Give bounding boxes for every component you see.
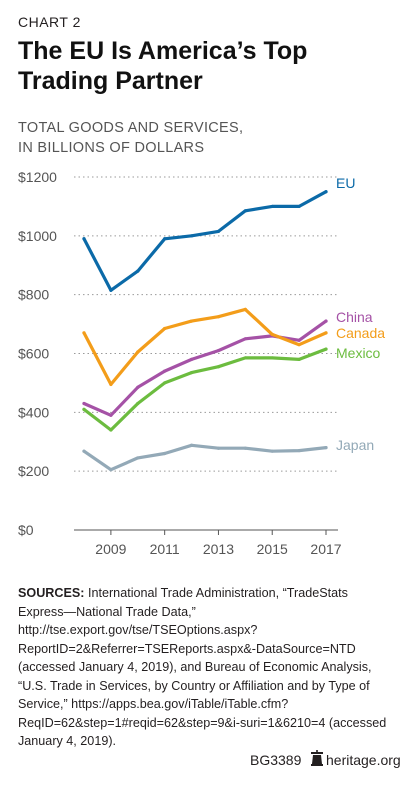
- data-point-canada: [189, 319, 194, 323]
- data-point-japan: [243, 446, 247, 450]
- x-tick-label: 2015: [257, 541, 288, 557]
- data-point-canada: [109, 382, 113, 386]
- chart-title-line2: Trading Partner: [18, 67, 203, 95]
- data-point-mexico: [297, 357, 301, 361]
- data-point-mexico: [163, 381, 167, 385]
- chart-title-line1: The EU Is America’s Top: [18, 37, 308, 65]
- data-point-china: [216, 348, 221, 353]
- data-point-japan: [136, 456, 140, 460]
- data-point-eu: [163, 237, 167, 241]
- y-tick-label: $1000: [18, 228, 57, 244]
- series-line-eu: [82, 190, 328, 292]
- series-lines: [82, 190, 328, 472]
- data-point-mexico: [324, 347, 328, 351]
- data-point-mexico: [189, 371, 194, 375]
- y-tick-label: $1200: [18, 169, 57, 185]
- x-axis-ticks: 2009 2011 2013 2015 2017: [95, 530, 342, 557]
- data-point-canada: [82, 331, 86, 335]
- chart-number: CHART 2: [18, 14, 81, 30]
- data-point-japan: [270, 449, 274, 453]
- x-tick-label: 2013: [203, 541, 234, 557]
- data-point-japan: [216, 446, 221, 450]
- y-tick-label: $600: [18, 346, 49, 362]
- data-point-japan: [324, 446, 328, 450]
- data-point-eu: [82, 237, 86, 241]
- sources-label: SOURCES:: [18, 586, 85, 600]
- series-line-canada: [82, 307, 328, 386]
- report-id: BG3389: [250, 752, 302, 768]
- data-point-china: [243, 337, 247, 341]
- data-point-japan: [297, 448, 301, 453]
- data-point-canada: [136, 350, 140, 354]
- data-point-china: [163, 369, 167, 373]
- series-line-mexico: [82, 347, 328, 432]
- y-axis-ticks: $0 $200 $400 $600 $800 $1000 $1200: [18, 169, 57, 538]
- data-point-canada: [270, 332, 274, 336]
- data-point-eu: [136, 269, 140, 273]
- data-point-japan: [189, 443, 194, 447]
- site-name: heritage.org: [326, 752, 400, 768]
- series-line-japan: [82, 443, 328, 472]
- data-point-mexico: [136, 401, 140, 406]
- data-point-canada: [243, 307, 247, 311]
- x-tick-label: 2009: [95, 541, 126, 557]
- sources-text: International Trade Administration, “Tra…: [18, 586, 387, 748]
- data-point-china: [324, 319, 328, 323]
- series-label-china: China: [336, 309, 373, 325]
- data-point-mexico: [109, 428, 113, 432]
- x-tick-label: 2017: [310, 541, 341, 557]
- data-point-japan: [109, 468, 113, 472]
- chart-title: The EU Is America’s Top Trading Partner: [18, 36, 388, 96]
- data-point-japan: [163, 451, 167, 456]
- data-point-china: [136, 385, 140, 389]
- data-point-eu: [243, 209, 247, 213]
- y-tick-label: $200: [18, 463, 49, 479]
- data-point-canada: [297, 343, 301, 347]
- y-tick-label: $800: [18, 287, 49, 303]
- y-tick-label: $0: [18, 522, 34, 538]
- data-point-china: [297, 338, 301, 342]
- series-label-mexico: Mexico: [336, 345, 381, 361]
- data-point-mexico: [270, 356, 274, 360]
- x-tick-label: 2011: [150, 541, 180, 557]
- data-point-mexico: [216, 365, 221, 369]
- data-point-canada: [163, 326, 167, 331]
- data-point-eu: [270, 204, 274, 209]
- y-axis-title: TOTAL GOODS AND SERVICES, IN BILLIONS OF…: [18, 118, 378, 158]
- y-tick-label: $400: [18, 404, 49, 420]
- y-axis-title-line1: TOTAL GOODS AND SERVICES,: [18, 120, 244, 136]
- data-point-mexico: [82, 407, 86, 411]
- series-label-canada: Canada: [336, 325, 385, 341]
- data-point-eu: [297, 204, 301, 209]
- data-point-canada: [324, 331, 328, 335]
- series-label-japan: Japan: [336, 437, 374, 453]
- data-point-china: [189, 357, 194, 361]
- heritage-bell-icon: [311, 750, 323, 766]
- series-label-eu: EU: [336, 175, 355, 191]
- data-point-eu: [189, 234, 194, 238]
- data-point-japan: [82, 449, 86, 453]
- data-point-mexico: [243, 356, 247, 360]
- data-point-china: [109, 413, 113, 417]
- data-point-china: [82, 401, 86, 406]
- line-chart: $0 $200 $400 $600 $800 $1000 $1200 2009 2011 201…: [18, 169, 385, 557]
- y-axis-title-line2: IN BILLIONS OF DOLLARS: [18, 140, 205, 156]
- data-point-eu: [324, 190, 328, 194]
- data-point-canada: [216, 315, 221, 319]
- sources-note: SOURCES: International Trade Administrat…: [18, 584, 388, 751]
- data-point-eu: [216, 229, 221, 234]
- data-point-eu: [109, 288, 113, 292]
